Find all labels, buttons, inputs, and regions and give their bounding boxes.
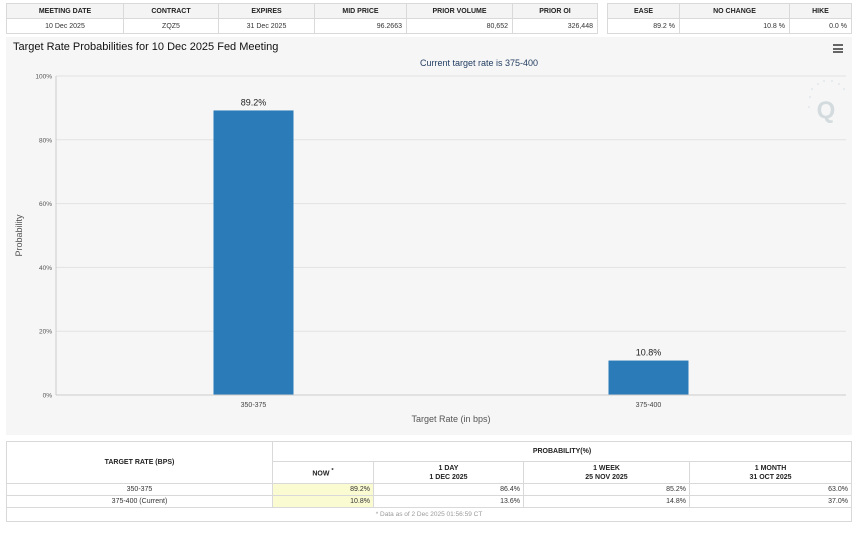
bar-data-label: 10.8% — [636, 348, 662, 358]
chart-panel: Current target rate is 375-400 0% 20% 40% 60… — [6, 37, 852, 435]
1month-value-cell: 63.0% — [689, 483, 852, 496]
y-tick-label: 0% — [43, 393, 53, 400]
meeting-date-value: 10 Dec 2025 — [6, 18, 124, 34]
header-mid-price: MID PRICE — [314, 3, 407, 19]
probability-summary-row: 89.2 % 10.8 % 0.0 % — [607, 18, 852, 34]
chart-title: Target Rate Probabilities for 10 Dec 202… — [13, 41, 279, 53]
header-contract: CONTRACT — [123, 3, 219, 19]
rate-cell: 375-400 (Current) — [6, 495, 273, 508]
col-now-sup: * — [331, 467, 334, 474]
chart-subtitle: Current target rate is 375-400 — [420, 58, 538, 68]
col-1day-label: 1 DAY — [438, 464, 459, 472]
expires-value: 31 Dec 2025 — [218, 18, 315, 34]
header-hike: HIKE — [789, 3, 852, 19]
table-row: 375-400 (Current) 10.8% 13.6% 14.8% 37.0… — [6, 495, 852, 508]
probability-summary-table: EASE NO CHANGE HIKE 89.2 % 10.8 % 0.0 % — [607, 3, 852, 34]
y-tick-label: 20% — [39, 329, 52, 336]
prior-volume-value: 80,652 — [406, 18, 513, 34]
1day-value-cell: 86.4% — [373, 483, 524, 496]
hike-value: 0.0 % — [789, 18, 852, 34]
probability-table: TARGET RATE (BPS) PROBABILITY(%) NOW * 1… — [6, 441, 852, 522]
data-timestamp-footnote: * Data as of 2 Dec 2025 01:56:59 CT — [6, 507, 852, 522]
header-expires: EXPIRES — [218, 3, 315, 19]
table-row: 350-375 89.2% 86.4% 85.2% 63.0% — [6, 483, 852, 496]
probability-summary-header-row: EASE NO CHANGE HIKE — [607, 3, 852, 19]
1month-value-cell: 37.0% — [689, 495, 852, 508]
header-ease: EASE — [607, 3, 680, 19]
col-1month-date: 31 OCT 2025 — [749, 473, 792, 481]
prior-oi-value: 326,448 — [512, 18, 598, 34]
bar-data-label: 89.2% — [241, 97, 267, 107]
cme-q-logo-icon: Q — [808, 80, 845, 124]
col-1day-date: 1 DEC 2025 — [429, 473, 468, 481]
y-tick-label: 60% — [39, 201, 52, 208]
x-axis-title: Target Rate (in bps) — [411, 414, 490, 424]
y-tick-label: 40% — [39, 265, 52, 272]
header-meeting-date: MEETING DATE — [6, 3, 124, 19]
ease-value: 89.2 % — [607, 18, 680, 34]
probability-header: PROBABILITY(%) — [272, 441, 852, 462]
1week-value-cell: 14.8% — [523, 495, 690, 508]
col-1week-label: 1 WEEK — [593, 464, 620, 472]
now-value-cell: 10.8% — [272, 495, 374, 508]
chart-bar — [213, 110, 294, 396]
col-now-header: NOW * — [272, 461, 374, 484]
footnote-row: * Data as of 2 Dec 2025 01:56:59 CT — [6, 507, 852, 522]
x-tick-label: 375-400 — [636, 402, 662, 409]
header-no-change: NO CHANGE — [679, 3, 790, 19]
1day-value-cell: 13.6% — [373, 495, 524, 508]
col-1week-header: 1 WEEK 25 NOV 2025 — [523, 461, 690, 484]
no-change-value: 10.8 % — [679, 18, 790, 34]
hamburger-menu-icon[interactable] — [833, 44, 843, 53]
probability-table-subheader-row: NOW * 1 DAY 1 DEC 2025 1 WEEK 25 NOV 2025 … — [7, 461, 852, 484]
contract-value: ZQZ5 — [123, 18, 219, 34]
col-1month-header: 1 MONTH 31 OCT 2025 — [689, 461, 852, 484]
svg-text:Q: Q — [817, 97, 836, 124]
probability-chart: Current target rate is 375-400 0% 20% 40% 60… — [14, 58, 846, 424]
y-tick-label: 100% — [35, 74, 52, 81]
y-tick-label: 80% — [39, 137, 52, 144]
col-now-label: NOW — [312, 470, 330, 478]
now-value-cell: 89.2% — [272, 483, 374, 496]
contract-summary-table: MEETING DATE CONTRACT EXPIRES MID PRICE … — [6, 3, 598, 34]
header-prior-volume: PRIOR VOLUME — [406, 3, 513, 19]
col-1week-date: 25 NOV 2025 — [585, 473, 628, 481]
1week-value-cell: 85.2% — [523, 483, 690, 496]
chart-bar — [608, 360, 689, 395]
rate-cell: 350-375 — [6, 483, 273, 496]
header-prior-oi: PRIOR OI — [512, 3, 598, 19]
x-tick-label: 350-375 — [241, 402, 267, 409]
col-1day-header: 1 DAY 1 DEC 2025 — [373, 461, 524, 484]
probability-table-header-row: TARGET RATE (BPS) PROBABILITY(%) — [6, 441, 852, 484]
contract-summary-row: 10 Dec 2025 ZQZ5 31 Dec 2025 96.2663 80,… — [6, 18, 598, 34]
contract-summary-header-row: MEETING DATE CONTRACT EXPIRES MID PRICE … — [6, 3, 598, 19]
mid-price-value: 96.2663 — [314, 18, 407, 34]
col-1month-label: 1 MONTH — [754, 464, 787, 472]
target-rate-header: TARGET RATE (BPS) — [6, 441, 273, 484]
y-axis-title: Probability — [14, 214, 24, 257]
